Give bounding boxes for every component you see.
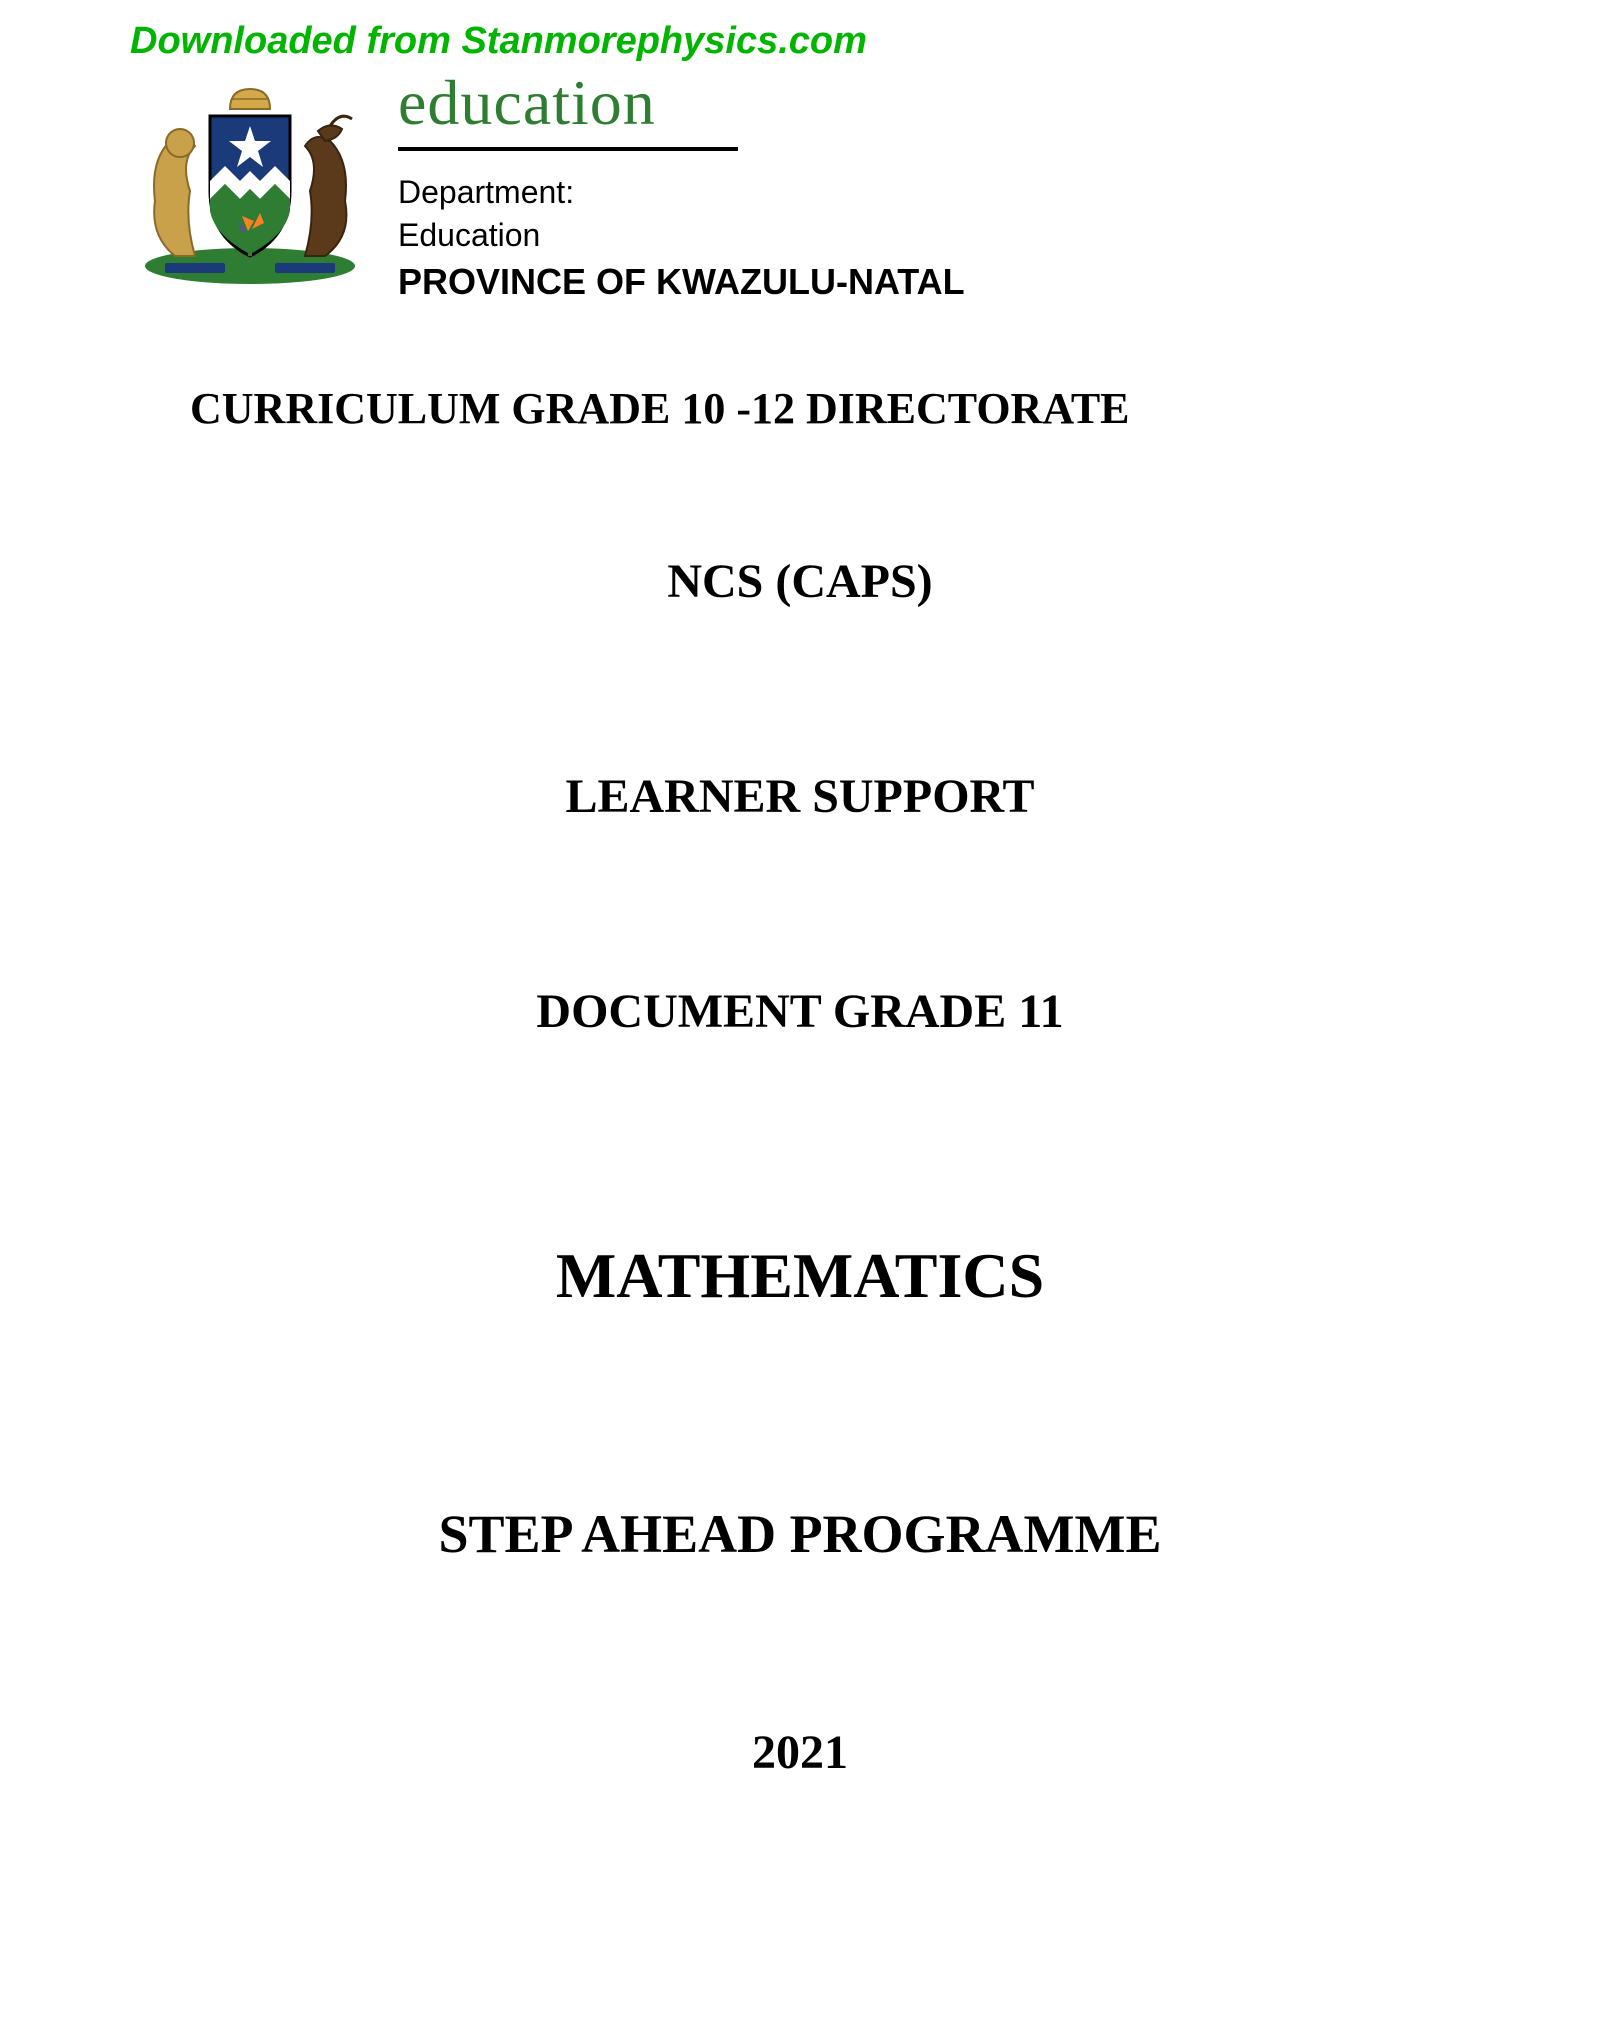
heading-year: 2021 (130, 1725, 1470, 1780)
education-brand-word: education (398, 71, 965, 135)
heading-directorate: CURRICULUM GRADE 10 -12 DIRECTORATE (130, 383, 1470, 434)
heading-document-grade: DOCUMENT GRADE 11 (130, 984, 1470, 1039)
provincial-crest-icon (130, 71, 370, 291)
letterhead: education Department: Education PROVINCE… (130, 71, 1470, 303)
department-label: Department: (398, 171, 965, 214)
department-name: Education (398, 214, 965, 257)
download-watermark: Downloaded from Stanmorephysics.com (130, 20, 1470, 63)
department-text-block: education Department: Education PROVINCE… (398, 71, 965, 303)
heading-ncs-caps: NCS (CAPS) (130, 554, 1470, 609)
heading-subject: MATHEMATICS (130, 1239, 1470, 1313)
brand-divider (398, 147, 738, 151)
province-name: PROVINCE OF KWAZULU-NATAL (398, 261, 965, 303)
heading-learner-support: LEARNER SUPPORT (130, 769, 1470, 824)
heading-programme: STEP AHEAD PROGRAMME (130, 1503, 1470, 1565)
